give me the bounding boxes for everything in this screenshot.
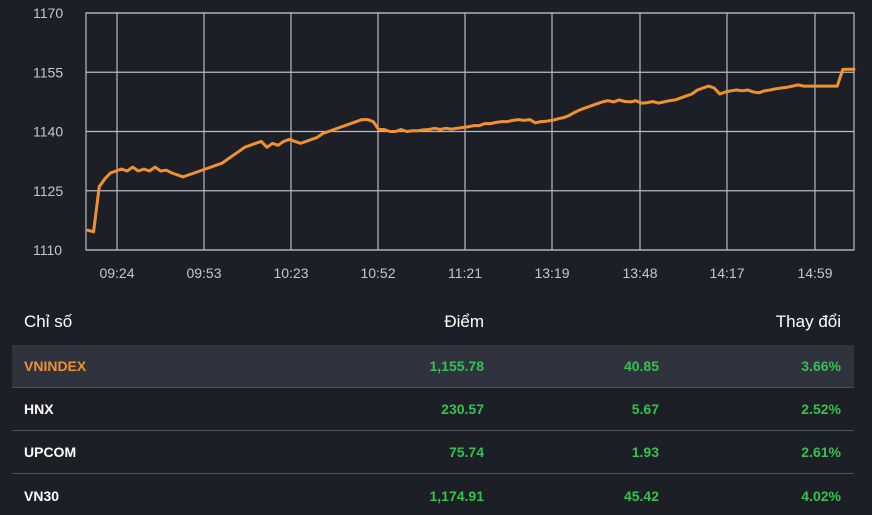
index-change: 1.93 [631,444,659,460]
index-name: UPCOM [24,444,77,460]
index-change: 45.42 [623,487,659,504]
x-tick-label: 13:19 [534,265,569,281]
index-change-percent: 2.52% [801,401,841,417]
y-tick-label: 1125 [33,183,63,199]
index-table: Chỉ số Điểm Thay đổi VNINDEX 1,155.78 40… [12,298,854,515]
index-points: 75.74 [448,444,484,460]
x-tick-label: 11:21 [448,265,482,281]
index-points: 1,155.78 [429,358,485,374]
x-tick-label: 14:17 [709,265,744,281]
table-row-hnx[interactable]: HNX 230.57 5.67 2.52% [12,388,854,431]
table-header: Chỉ số Điểm Thay đổi [12,298,854,345]
table-row-vnindex[interactable]: VNINDEX 1,155.78 40.85 3.66% [12,345,854,388]
index-change: 40.85 [623,358,659,374]
y-tick-label: 1155 [33,64,63,80]
x-tick-label: 09:53 [186,265,221,281]
chart-grid [85,12,855,251]
index-change-percent: 4.02% [801,487,841,504]
index-line-chart: 1170 1155 1140 1125 1110 09:24 09:53 10:23 10:5… [33,5,856,281]
series-layer [86,67,856,234]
index-name: VNINDEX [24,358,87,374]
x-tick-label: 13:48 [622,265,657,281]
index-change-percent: 3.66% [801,358,841,374]
index-points: 230.57 [441,401,484,417]
header-name: Chỉ số [24,311,73,331]
x-tick-label: 09:24 [99,265,134,281]
header-points: Điểm [444,311,484,331]
table-row-upcom[interactable]: UPCOM 75.74 1.93 2.61% [12,431,854,474]
y-tick-label: 1140 [33,124,63,140]
x-tick-label: 10:52 [360,265,395,281]
y-tick-label: 1170 [33,5,63,21]
index-change: 5.67 [631,401,659,417]
index-name: HNX [24,401,54,417]
vnindex-series-line [86,67,856,234]
x-tick-label: 14:59 [797,265,832,281]
x-tick-label: 10:23 [273,265,308,281]
table-row-vn30[interactable]: VN30 1,174.91 45.42 4.02% [12,474,854,515]
y-axis-ticks: 1170 1155 1140 1125 1110 [33,5,63,258]
index-points: 1,174.91 [429,487,485,504]
index-name: VN30 [24,487,60,504]
y-tick-label: 1110 [33,242,62,258]
index-change-percent: 2.61% [801,444,841,460]
header-change: Thay đổi [775,311,841,331]
x-axis-ticks: 09:24 09:53 10:23 10:52 11:21 13:19 13:48 14:17… [99,265,832,281]
